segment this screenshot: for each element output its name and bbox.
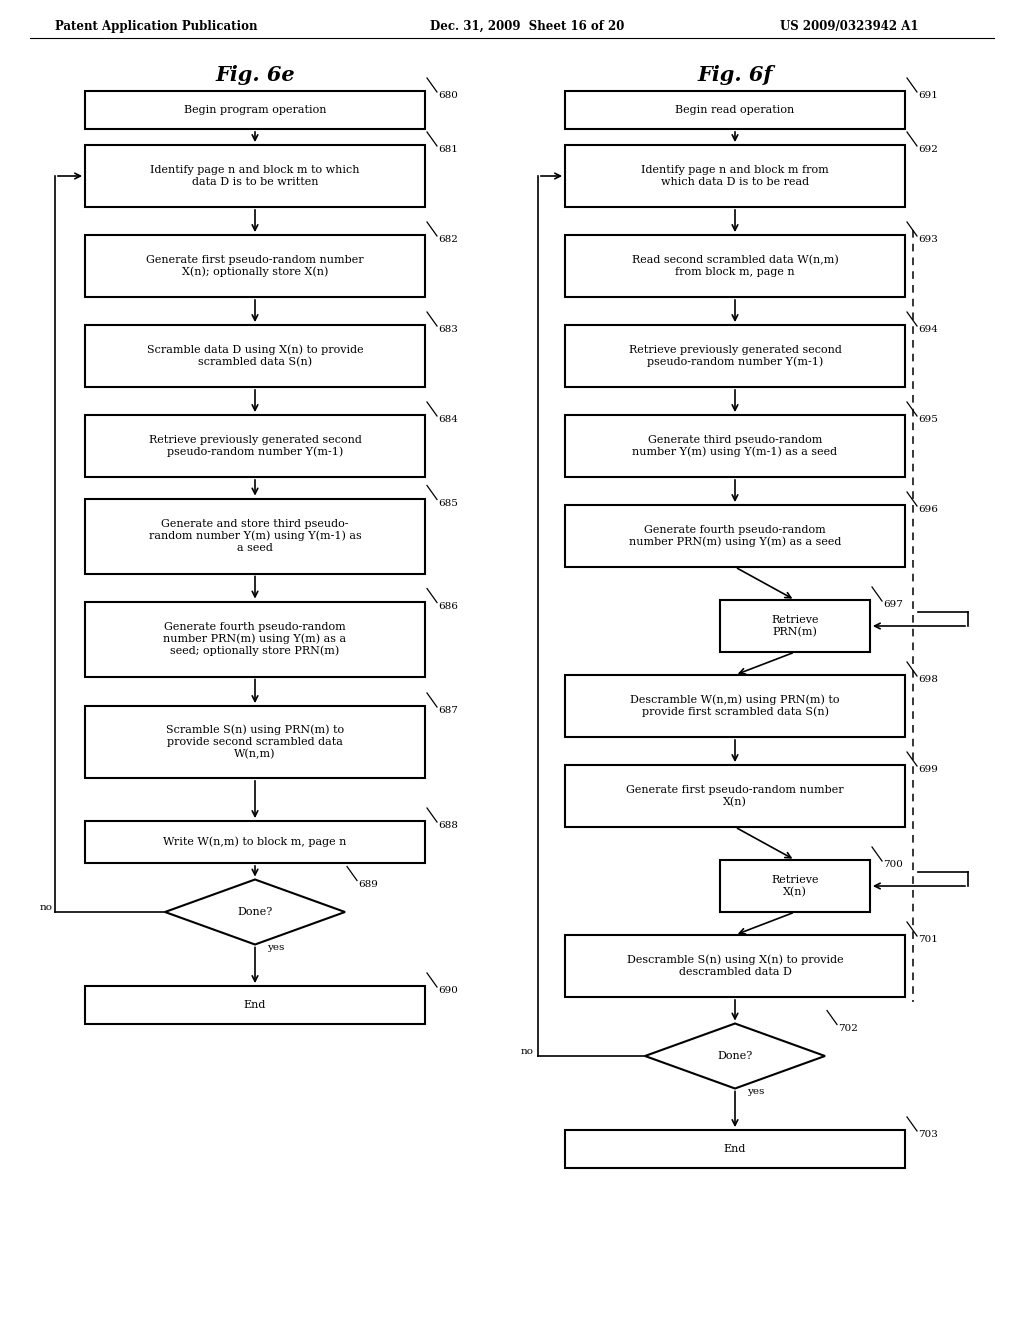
Text: Retrieve previously generated second
pseudo-random number Y(m-1): Retrieve previously generated second pse… xyxy=(148,434,361,457)
Text: 700: 700 xyxy=(883,861,903,869)
Text: 692: 692 xyxy=(918,145,938,154)
Text: no: no xyxy=(521,1047,534,1056)
Text: 683: 683 xyxy=(438,325,458,334)
FancyBboxPatch shape xyxy=(565,766,905,828)
Text: 697: 697 xyxy=(883,601,903,609)
Text: 684: 684 xyxy=(438,414,458,424)
Text: US 2009/0323942 A1: US 2009/0323942 A1 xyxy=(780,20,919,33)
Text: Fig. 6f: Fig. 6f xyxy=(697,65,773,84)
FancyBboxPatch shape xyxy=(85,414,425,477)
Text: 688: 688 xyxy=(438,821,458,830)
Text: Begin program operation: Begin program operation xyxy=(183,106,327,115)
FancyBboxPatch shape xyxy=(85,602,425,677)
Text: 690: 690 xyxy=(438,986,458,995)
FancyBboxPatch shape xyxy=(565,506,905,568)
Text: Read second scrambled data W(n,m)
from block m, page n: Read second scrambled data W(n,m) from b… xyxy=(632,255,839,277)
Text: yes: yes xyxy=(267,942,285,952)
FancyBboxPatch shape xyxy=(565,935,905,997)
FancyBboxPatch shape xyxy=(720,861,870,912)
Text: Identify page n and block m from
which data D is to be read: Identify page n and block m from which d… xyxy=(641,165,828,187)
Text: Generate first pseudo-random number
X(n): Generate first pseudo-random number X(n) xyxy=(627,785,844,807)
Text: Dec. 31, 2009  Sheet 16 of 20: Dec. 31, 2009 Sheet 16 of 20 xyxy=(430,20,625,33)
Text: 681: 681 xyxy=(438,145,458,154)
Text: End: End xyxy=(244,1001,266,1010)
Text: 696: 696 xyxy=(918,506,938,513)
Text: 687: 687 xyxy=(438,706,458,715)
Text: 699: 699 xyxy=(918,766,938,774)
Text: Begin read operation: Begin read operation xyxy=(676,106,795,115)
FancyBboxPatch shape xyxy=(565,235,905,297)
Text: Done?: Done? xyxy=(718,1051,753,1061)
Text: 694: 694 xyxy=(918,325,938,334)
Text: Generate first pseudo-random number
X(n); optionally store X(n): Generate first pseudo-random number X(n)… xyxy=(146,255,364,277)
Text: Generate fourth pseudo-random
number PRN(m) using Y(m) as a seed: Generate fourth pseudo-random number PRN… xyxy=(629,525,841,546)
Text: Identify page n and block m to which
data D is to be written: Identify page n and block m to which dat… xyxy=(151,165,359,187)
FancyBboxPatch shape xyxy=(85,145,425,207)
Text: 686: 686 xyxy=(438,602,458,611)
FancyBboxPatch shape xyxy=(85,91,425,129)
FancyBboxPatch shape xyxy=(85,986,425,1024)
Text: End: End xyxy=(724,1144,746,1154)
Text: 693: 693 xyxy=(918,235,938,244)
Text: Scramble S(n) using PRN(m) to
provide second scrambled data
W(n,m): Scramble S(n) using PRN(m) to provide se… xyxy=(166,725,344,759)
Text: 682: 682 xyxy=(438,235,458,244)
Text: 703: 703 xyxy=(918,1130,938,1139)
Text: 701: 701 xyxy=(918,935,938,944)
Text: 689: 689 xyxy=(358,879,378,888)
Text: 691: 691 xyxy=(918,91,938,100)
FancyBboxPatch shape xyxy=(565,91,905,129)
Text: Retrieve previously generated second
pseudo-random number Y(m-1): Retrieve previously generated second pse… xyxy=(629,345,842,367)
Text: Patent Application Publication: Patent Application Publication xyxy=(55,20,257,33)
Text: 698: 698 xyxy=(918,675,938,684)
FancyBboxPatch shape xyxy=(85,499,425,573)
Text: yes: yes xyxy=(746,1086,764,1096)
Text: 702: 702 xyxy=(838,1023,858,1032)
FancyBboxPatch shape xyxy=(565,1130,905,1168)
FancyBboxPatch shape xyxy=(720,601,870,652)
Text: Generate fourth pseudo-random
number PRN(m) using Y(m) as a
seed; optionally sto: Generate fourth pseudo-random number PRN… xyxy=(164,622,346,656)
FancyBboxPatch shape xyxy=(85,706,425,777)
Text: Fig. 6e: Fig. 6e xyxy=(215,65,295,84)
Text: Done?: Done? xyxy=(238,907,272,917)
Text: Generate third pseudo-random
number Y(m) using Y(m-1) as a seed: Generate third pseudo-random number Y(m)… xyxy=(633,434,838,457)
Polygon shape xyxy=(645,1023,825,1089)
Polygon shape xyxy=(165,879,345,945)
FancyBboxPatch shape xyxy=(85,325,425,387)
Text: Retrieve
X(n): Retrieve X(n) xyxy=(771,875,819,898)
FancyBboxPatch shape xyxy=(565,675,905,737)
Text: Generate and store third pseudo-
random number Y(m) using Y(m-1) as
a seed: Generate and store third pseudo- random … xyxy=(148,519,361,553)
Text: Write W(n,m) to block m, page n: Write W(n,m) to block m, page n xyxy=(163,837,347,847)
FancyBboxPatch shape xyxy=(565,414,905,477)
Text: 695: 695 xyxy=(918,414,938,424)
FancyBboxPatch shape xyxy=(565,145,905,207)
Text: Scramble data D using X(n) to provide
scrambled data S(n): Scramble data D using X(n) to provide sc… xyxy=(146,345,364,367)
FancyBboxPatch shape xyxy=(85,821,425,863)
Text: Descramble S(n) using X(n) to provide
descrambled data D: Descramble S(n) using X(n) to provide de… xyxy=(627,954,844,977)
Text: 685: 685 xyxy=(438,499,458,507)
Text: no: no xyxy=(40,903,53,912)
FancyBboxPatch shape xyxy=(565,325,905,387)
Text: Retrieve
PRN(m): Retrieve PRN(m) xyxy=(771,615,819,638)
Text: Descramble W(n,m) using PRN(m) to
provide first scrambled data S(n): Descramble W(n,m) using PRN(m) to provid… xyxy=(630,694,840,717)
FancyBboxPatch shape xyxy=(85,235,425,297)
Text: 680: 680 xyxy=(438,91,458,100)
